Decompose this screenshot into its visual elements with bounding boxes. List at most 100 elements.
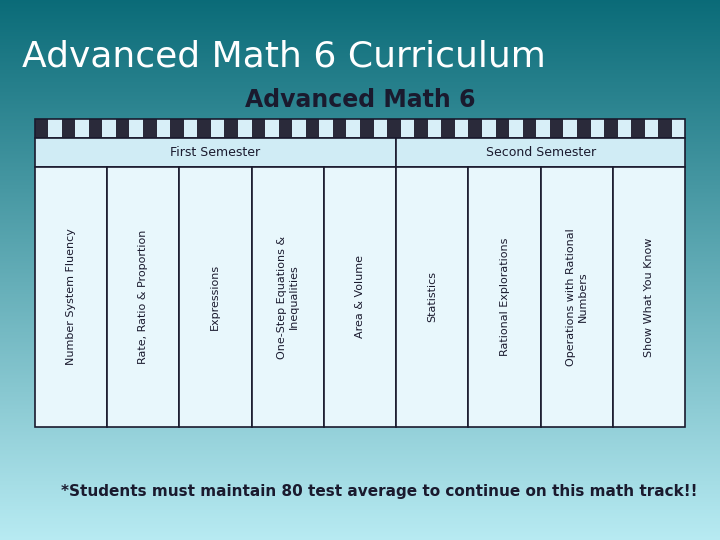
Bar: [0, 222, 720, 224]
Bar: [0, 259, 720, 260]
Bar: [0, 22, 720, 23]
Bar: [0, 98, 720, 100]
Bar: [0, 537, 720, 539]
Bar: [0, 476, 720, 478]
Bar: [0, 399, 720, 400]
Bar: [0, 303, 720, 305]
Bar: [0, 418, 720, 420]
Bar: [211, 119, 225, 138]
Bar: [0, 206, 720, 208]
Bar: [0, 502, 720, 503]
Bar: [536, 119, 550, 138]
Bar: [0, 379, 720, 381]
Bar: [324, 167, 396, 427]
Bar: [0, 192, 720, 193]
Bar: [0, 104, 720, 105]
Bar: [0, 50, 720, 51]
Bar: [0, 413, 720, 415]
Bar: [441, 119, 455, 138]
Bar: [0, 392, 720, 393]
Bar: [0, 362, 720, 363]
Bar: [0, 525, 720, 526]
Bar: [0, 174, 720, 176]
Bar: [0, 372, 720, 373]
Bar: [0, 509, 720, 510]
Bar: [0, 409, 720, 410]
Bar: [225, 119, 238, 138]
Bar: [0, 485, 720, 486]
Bar: [0, 14, 720, 15]
Text: Number System Fluency: Number System Fluency: [66, 228, 76, 366]
Bar: [0, 416, 720, 417]
Bar: [0, 238, 720, 239]
Bar: [333, 119, 346, 138]
Bar: [89, 119, 102, 138]
Bar: [0, 158, 720, 159]
Bar: [0, 313, 720, 314]
Bar: [0, 228, 720, 230]
Bar: [0, 89, 720, 90]
Bar: [197, 119, 211, 138]
Bar: [0, 528, 720, 529]
Bar: [563, 119, 577, 138]
Bar: [0, 318, 720, 319]
Bar: [0, 53, 720, 54]
Bar: [0, 478, 720, 480]
Bar: [0, 166, 720, 167]
Bar: [0, 115, 720, 116]
Bar: [0, 459, 720, 460]
Bar: [0, 147, 720, 149]
Bar: [0, 230, 720, 231]
Bar: [0, 334, 720, 335]
Bar: [0, 346, 720, 347]
Bar: [0, 354, 720, 355]
Bar: [0, 395, 720, 397]
Bar: [0, 534, 720, 535]
Bar: [0, 189, 720, 191]
Bar: [0, 352, 720, 354]
Bar: [0, 341, 720, 343]
Bar: [0, 172, 720, 173]
Bar: [0, 292, 720, 293]
Bar: [0, 224, 720, 226]
Bar: [0, 135, 720, 136]
Bar: [0, 81, 720, 82]
Text: Rational Explorations: Rational Explorations: [500, 238, 510, 356]
Bar: [0, 500, 720, 501]
Bar: [0, 129, 720, 130]
Bar: [0, 54, 720, 56]
Bar: [0, 375, 720, 377]
Bar: [0, 127, 720, 128]
Bar: [0, 122, 720, 123]
Bar: [0, 497, 720, 498]
Bar: [0, 482, 720, 483]
Bar: [0, 440, 720, 442]
Bar: [0, 2, 720, 3]
Bar: [0, 5, 720, 6]
Bar: [0, 258, 720, 259]
Bar: [0, 254, 720, 255]
Bar: [107, 167, 179, 427]
Bar: [0, 453, 720, 454]
Bar: [0, 368, 720, 370]
Bar: [0, 244, 720, 246]
Bar: [0, 405, 720, 406]
Bar: [0, 442, 720, 443]
Bar: [0, 66, 720, 68]
Bar: [0, 3, 720, 4]
Bar: [0, 483, 720, 485]
Bar: [251, 119, 265, 138]
Bar: [0, 417, 720, 418]
Bar: [590, 119, 604, 138]
Bar: [0, 45, 720, 46]
Bar: [0, 377, 720, 378]
Bar: [0, 340, 720, 341]
Bar: [0, 85, 720, 86]
Bar: [0, 516, 720, 517]
Bar: [0, 347, 720, 348]
Bar: [35, 167, 107, 427]
Bar: [0, 173, 720, 174]
Bar: [0, 63, 720, 65]
Bar: [0, 186, 720, 187]
Bar: [0, 6, 720, 8]
